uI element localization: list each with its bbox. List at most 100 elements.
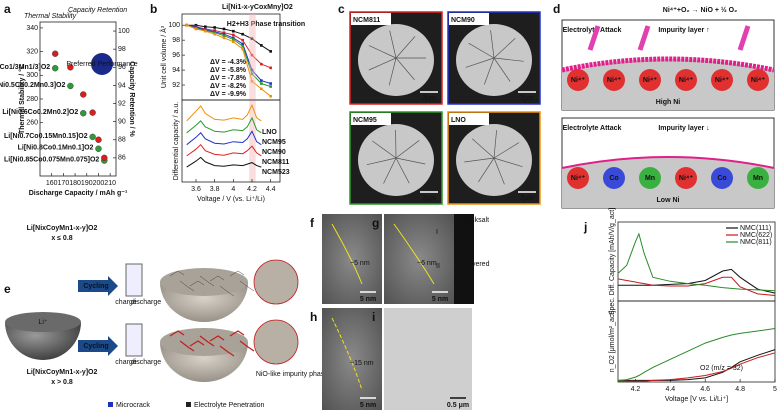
x-tick-label: 190 [81, 180, 93, 187]
microcrack [209, 275, 225, 282]
ion-label: Ni⁴⁺ [679, 77, 693, 84]
x-tick-label: 170 [58, 180, 70, 187]
scale-label: 2μm [520, 195, 534, 202]
data-marker [250, 68, 254, 72]
label-bg [351, 13, 391, 25]
attack-label: Electrolyte Attack [563, 125, 622, 132]
crack [471, 138, 495, 159]
zoom-circle [253, 259, 299, 305]
data-point [80, 91, 87, 98]
y2-tick-label: 96 [118, 64, 126, 71]
plot-frame [181, 99, 281, 183]
y-tick-label: 98 [172, 37, 180, 44]
y-tick-label: 96 [172, 52, 180, 59]
x-axis-label: Discharge Capacity / mAh g⁻¹ [29, 190, 128, 197]
annotation: O2 (m/z = 32) [700, 365, 743, 372]
discharge-label: discharge [131, 359, 161, 366]
point-label: Li[Ni0.85Co0.075Mn0.075]O2 [4, 156, 99, 163]
ion [711, 167, 733, 189]
annotation: Preferred Performance [66, 61, 137, 68]
data-line [617, 232, 776, 292]
scale-label: 5 nm [360, 296, 376, 303]
plot-frame [39, 21, 117, 177]
crack [493, 142, 520, 159]
data-line [617, 276, 776, 296]
panel-label: i [372, 310, 375, 324]
data-point [67, 64, 74, 71]
surface-layer [561, 156, 775, 169]
panel-label: j [583, 220, 587, 234]
ion [747, 69, 769, 91]
data-line [186, 103, 262, 122]
ion [567, 167, 589, 189]
scale-label: 0.5 μm [447, 402, 469, 409]
data-line [617, 328, 776, 381]
label-bg [351, 113, 391, 125]
phase-band [249, 14, 256, 182]
charge-label: charge [115, 359, 137, 366]
y-axis-label: n_O2 [μmol/m²_act] [609, 311, 616, 373]
point-label: Li[Ni0.5Co0.2Mn0.3]O2 [0, 82, 65, 89]
microcrack [169, 330, 185, 337]
ion-label: Ni⁴⁺ [571, 77, 585, 84]
microcrack [229, 330, 245, 337]
legend-label: Microcrack [116, 402, 150, 409]
cycling-arrow [78, 276, 118, 296]
data-line [186, 143, 262, 157]
scale-label: 2μm [520, 95, 534, 102]
region-label: I [436, 229, 438, 236]
ion-label: Ni⁴⁺ [715, 77, 729, 84]
point-label: Li[Ni1/3Co1/3Mn1/3]O2 [0, 64, 50, 71]
attack-arrow [587, 25, 601, 51]
image-label: NCM90 [451, 17, 475, 24]
series-label: ΔV = -9.9% [210, 91, 247, 98]
y-tick-label: 94 [172, 67, 180, 74]
x-tick-label: 3.8 [210, 186, 220, 193]
data-point [95, 136, 102, 143]
ion [567, 69, 589, 91]
panel-label: h [310, 310, 317, 324]
x-tick-label: 4.6 [700, 386, 710, 393]
crack [395, 36, 416, 59]
note: NiO-like impurity phase [256, 371, 328, 378]
y2-tick-label: 88 [118, 137, 126, 144]
crack [468, 42, 495, 59]
data-marker [185, 23, 188, 27]
data-point [89, 133, 96, 141]
data-line [186, 116, 262, 134]
ion [747, 167, 769, 189]
series-label: ΔV = -4.3% [210, 59, 247, 66]
size-label: ~5 nm [350, 260, 370, 267]
particle-top [160, 268, 248, 296]
microcrack [229, 270, 245, 277]
x-tick-label: 210 [104, 180, 116, 187]
legend-swatch [186, 402, 191, 407]
data-marker [222, 36, 226, 40]
microcrack [199, 275, 215, 287]
crack [368, 45, 397, 59]
microcrack [199, 335, 215, 347]
x-tick-label: 5 [773, 386, 777, 393]
data-line [186, 24, 271, 87]
panel-label: e [4, 282, 11, 296]
condition: x > 0.8 [51, 379, 73, 386]
data-line [186, 130, 262, 146]
series-label: Thermal Stability [24, 13, 77, 20]
region-label: II [436, 263, 440, 270]
microcrack [219, 345, 235, 357]
crack [395, 157, 410, 184]
y2-tick-label: 100 [118, 28, 130, 35]
microcrack [219, 285, 235, 297]
crack [493, 157, 505, 185]
data-marker [241, 32, 244, 36]
data-line [618, 349, 776, 381]
y-tick-label: 100 [168, 22, 180, 29]
y2-tick-label: 98 [118, 46, 126, 53]
annotation: H2+H3 Phase transition [227, 21, 305, 28]
x-tick-label: 4.8 [735, 386, 745, 393]
region-label: High Ni [656, 99, 681, 106]
y2-tick-label: 94 [118, 82, 126, 89]
label-bg [449, 113, 489, 125]
ion-label: Co [609, 175, 618, 182]
